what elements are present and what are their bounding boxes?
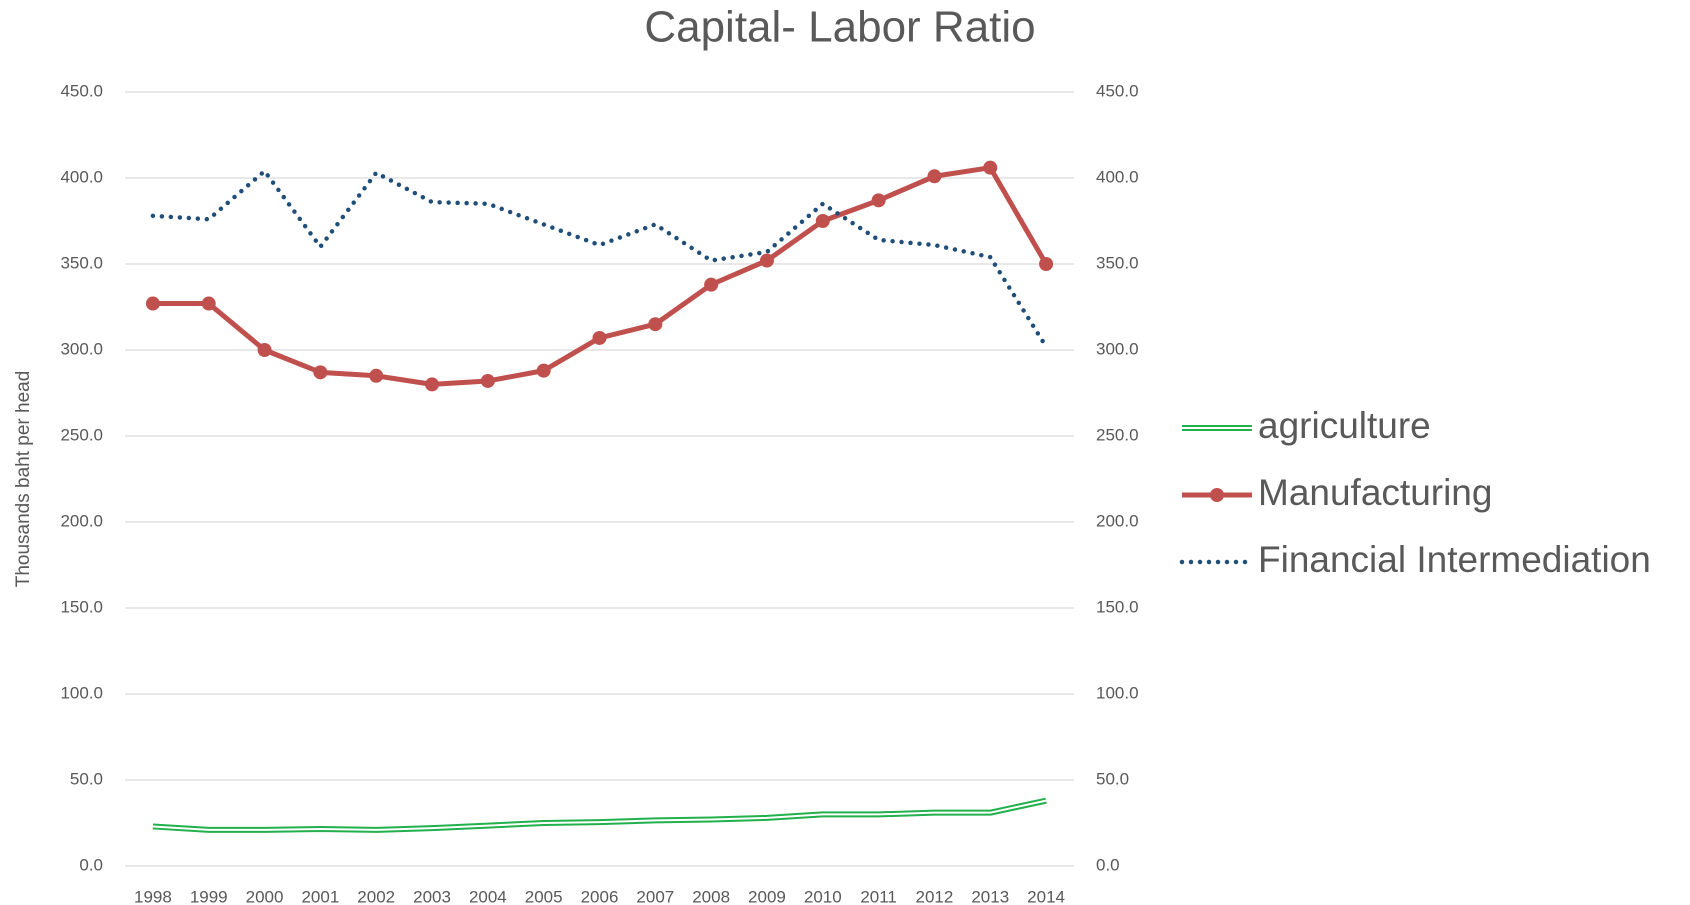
y-tick-label: 400.0 [60, 167, 103, 186]
series-line [152, 797, 1047, 833]
y2-tick-label: 350.0 [1096, 253, 1139, 272]
x-tick-label: 2000 [246, 887, 284, 905]
x-tick-label: 2009 [748, 887, 786, 905]
y2-tick-label: 50.0 [1096, 769, 1129, 788]
x-tick-label: 2010 [804, 887, 842, 905]
y2-tick-label: 0.0 [1096, 855, 1120, 874]
x-tick-label: 2012 [916, 887, 954, 905]
series-line [152, 165, 1049, 387]
data-point [425, 377, 440, 392]
data-point [983, 160, 998, 175]
y2-tick-label: 100.0 [1096, 683, 1139, 702]
data-point [536, 363, 551, 378]
y2-tick-label: 400.0 [1096, 167, 1139, 186]
data-point [759, 253, 774, 268]
data-point [704, 277, 719, 292]
data-point [201, 296, 216, 311]
y2-tick-label: 200.0 [1096, 511, 1139, 530]
data-point [871, 193, 886, 208]
y-tick-label: 450.0 [60, 81, 103, 100]
x-tick-label: 2011 [860, 887, 897, 905]
y-tick-label: 0.0 [79, 855, 103, 874]
x-tick-label: 1999 [190, 887, 228, 905]
y-tick-label: 300.0 [60, 339, 103, 358]
y-tick-label: 100.0 [60, 683, 103, 702]
data-point [927, 169, 942, 184]
data-point [257, 343, 272, 357]
y2-tick-label: 150.0 [1096, 597, 1139, 616]
y-axis-label: Thousands baht per head [13, 371, 34, 588]
y2-tick-label: 250.0 [1096, 425, 1139, 444]
y-tick-label: 200.0 [60, 511, 103, 530]
data-point [480, 373, 495, 388]
legend-marker [1210, 488, 1224, 502]
data-point [369, 368, 384, 383]
data-point [145, 296, 160, 311]
x-tick-label: 2014 [1027, 887, 1065, 905]
x-tick-label: 2001 [301, 887, 339, 905]
chart-title: Capital- Labor Ratio [644, 3, 1035, 52]
x-tick-label: 1998 [134, 887, 172, 905]
series-line-inner [152, 799, 1047, 831]
y2-tick-label: 450.0 [1096, 81, 1139, 100]
y-tick-label: 150.0 [60, 597, 103, 616]
data-point [648, 317, 663, 332]
data-point [1039, 257, 1054, 271]
x-tick-label: 2007 [636, 887, 674, 905]
x-tick-label: 2005 [525, 887, 563, 905]
y2-tick-label: 300.0 [1096, 339, 1139, 358]
x-tick-label: 2002 [357, 887, 395, 905]
x-tick-label: 2008 [692, 887, 730, 905]
legend-label: Manufacturing [1258, 472, 1492, 513]
x-tick-label: 2004 [469, 887, 507, 905]
x-tick-label: 2013 [971, 887, 1009, 905]
x-tick-label: 2003 [413, 887, 451, 905]
series-line [150, 168, 1049, 349]
x-tick-label: 2006 [581, 887, 619, 905]
data-point [592, 330, 607, 345]
data-point [313, 365, 328, 380]
y-tick-label: 250.0 [60, 425, 103, 444]
data-point [815, 214, 830, 228]
y-tick-label: 350.0 [60, 253, 103, 272]
legend-label: agriculture [1258, 405, 1431, 446]
legend-label: Financial Intermediation [1258, 539, 1651, 580]
y-tick-label: 50.0 [70, 769, 103, 788]
